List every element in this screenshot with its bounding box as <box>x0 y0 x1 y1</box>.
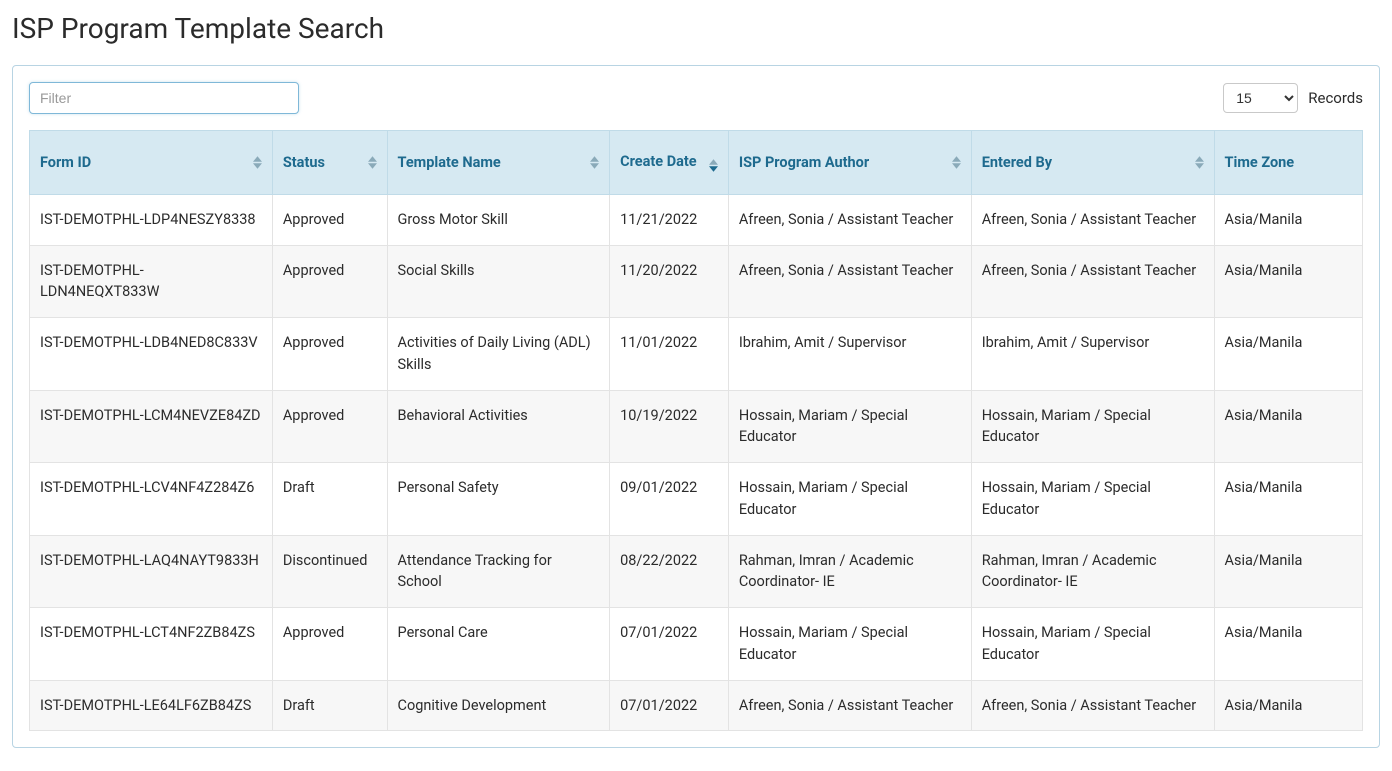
page-title: ISP Program Template Search <box>12 12 1380 45</box>
cell-form-id: IST-DEMOTPHL-LCT4NF2ZB84ZS <box>30 608 273 681</box>
sort-icon[interactable] <box>368 156 377 169</box>
cell-form-id: IST-DEMOTPHL-LCM4NEVZE84ZD <box>30 390 273 463</box>
cell-template-name: Activities of Daily Living (ADL) Skills <box>387 318 610 391</box>
cell-status: Discontinued <box>272 535 387 608</box>
cell-create-date: 11/21/2022 <box>610 194 729 245</box>
sort-icon[interactable] <box>253 156 262 169</box>
cell-form-id: IST-DEMOTPHL-LDN4NEQXT833W <box>30 245 273 318</box>
cell-status: Approved <box>272 390 387 463</box>
column-header-label: Create Date <box>620 153 703 172</box>
cell-form-id: IST-DEMOTPHL-LAQ4NAYT9833H <box>30 535 273 608</box>
cell-template-name: Cognitive Development <box>387 680 610 731</box>
table-row[interactable]: IST-DEMOTPHL-LDP4NESZY8338ApprovedGross … <box>30 194 1363 245</box>
column-header-label: Entered By <box>982 154 1189 171</box>
cell-create-date: 11/01/2022 <box>610 318 729 391</box>
cell-status: Draft <box>272 680 387 731</box>
cell-isp-author: Afreen, Sonia / Assistant Teacher <box>728 194 971 245</box>
column-header-label: ISP Program Author <box>739 154 946 171</box>
cell-form-id: IST-DEMOTPHL-LE64LF6ZB84ZS <box>30 680 273 731</box>
cell-time-zone: Asia/Manila <box>1214 194 1362 245</box>
cell-time-zone: Asia/Manila <box>1214 680 1362 731</box>
cell-entered-by: Hossain, Mariam / Special Educator <box>971 608 1214 681</box>
column-header-template-name[interactable]: Template Name <box>387 131 610 195</box>
records-select[interactable]: 152550100 <box>1223 83 1298 113</box>
cell-isp-author: Rahman, Imran / Academic Coordinator- IE <box>728 535 971 608</box>
cell-time-zone: Asia/Manila <box>1214 608 1362 681</box>
cell-create-date: 08/22/2022 <box>610 535 729 608</box>
cell-create-date: 10/19/2022 <box>610 390 729 463</box>
sort-icon[interactable] <box>952 156 961 169</box>
filter-input[interactable] <box>29 82 299 114</box>
cell-template-name: Gross Motor Skill <box>387 194 610 245</box>
cell-entered-by: Rahman, Imran / Academic Coordinator- IE <box>971 535 1214 608</box>
cell-status: Approved <box>272 608 387 681</box>
cell-template-name: Personal Safety <box>387 463 610 536</box>
cell-time-zone: Asia/Manila <box>1214 245 1362 318</box>
column-header-status[interactable]: Status <box>272 131 387 195</box>
cell-entered-by: Hossain, Mariam / Special Educator <box>971 463 1214 536</box>
cell-entered-by: Afreen, Sonia / Assistant Teacher <box>971 680 1214 731</box>
column-header-label: Time Zone <box>1225 154 1352 171</box>
cell-template-name: Social Skills <box>387 245 610 318</box>
cell-time-zone: Asia/Manila <box>1214 318 1362 391</box>
column-header-time-zone: Time Zone <box>1214 131 1362 195</box>
cell-time-zone: Asia/Manila <box>1214 463 1362 536</box>
cell-entered-by: Afreen, Sonia / Assistant Teacher <box>971 245 1214 318</box>
cell-isp-author: Afreen, Sonia / Assistant Teacher <box>728 245 971 318</box>
cell-form-id: IST-DEMOTPHL-LCV4NF4Z284Z6 <box>30 463 273 536</box>
cell-isp-author: Hossain, Mariam / Special Educator <box>728 390 971 463</box>
records-control: 152550100 Records <box>1223 83 1363 113</box>
cell-status: Draft <box>272 463 387 536</box>
column-header-label: Form ID <box>40 154 247 171</box>
table-row[interactable]: IST-DEMOTPHL-LAQ4NAYT9833HDiscontinuedAt… <box>30 535 1363 608</box>
column-header-label: Status <box>283 154 362 171</box>
cell-status: Approved <box>272 318 387 391</box>
toolbar: 152550100 Records <box>29 82 1363 114</box>
cell-form-id: IST-DEMOTPHL-LDB4NED8C833V <box>30 318 273 391</box>
table-row[interactable]: IST-DEMOTPHL-LCV4NF4Z284Z6DraftPersonal … <box>30 463 1363 536</box>
results-table: Form ID Status Template Name Create Date ISP… <box>29 130 1363 731</box>
cell-time-zone: Asia/Manila <box>1214 535 1362 608</box>
cell-create-date: 11/20/2022 <box>610 245 729 318</box>
cell-status: Approved <box>272 194 387 245</box>
table-row[interactable]: IST-DEMOTPHL-LE64LF6ZB84ZSDraftCognitive… <box>30 680 1363 731</box>
table-row[interactable]: IST-DEMOTPHL-LDB4NED8C833VApprovedActivi… <box>30 318 1363 391</box>
table-row[interactable]: IST-DEMOTPHL-LCM4NEVZE84ZDApprovedBehavi… <box>30 390 1363 463</box>
table-row[interactable]: IST-DEMOTPHL-LCT4NF2ZB84ZSApprovedPerson… <box>30 608 1363 681</box>
cell-time-zone: Asia/Manila <box>1214 390 1362 463</box>
cell-isp-author: Hossain, Mariam / Special Educator <box>728 608 971 681</box>
column-header-isp-author[interactable]: ISP Program Author <box>728 131 971 195</box>
cell-form-id: IST-DEMOTPHL-LDP4NESZY8338 <box>30 194 273 245</box>
column-header-label: Template Name <box>398 154 585 171</box>
sort-icon[interactable] <box>1195 156 1204 169</box>
cell-template-name: Personal Care <box>387 608 610 681</box>
cell-create-date: 07/01/2022 <box>610 680 729 731</box>
records-label: Records <box>1308 89 1363 107</box>
cell-isp-author: Afreen, Sonia / Assistant Teacher <box>728 680 971 731</box>
sort-icon[interactable] <box>590 156 599 169</box>
cell-template-name: Behavioral Activities <box>387 390 610 463</box>
column-header-form-id[interactable]: Form ID <box>30 131 273 195</box>
cell-entered-by: Hossain, Mariam / Special Educator <box>971 390 1214 463</box>
sort-icon[interactable] <box>709 159 718 172</box>
table-row[interactable]: IST-DEMOTPHL-LDN4NEQXT833WApprovedSocial… <box>30 245 1363 318</box>
column-header-entered-by[interactable]: Entered By <box>971 131 1214 195</box>
cell-status: Approved <box>272 245 387 318</box>
cell-isp-author: Ibrahim, Amit / Supervisor <box>728 318 971 391</box>
column-header-create-date[interactable]: Create Date <box>610 131 729 195</box>
cell-entered-by: Afreen, Sonia / Assistant Teacher <box>971 194 1214 245</box>
cell-entered-by: Ibrahim, Amit / Supervisor <box>971 318 1214 391</box>
search-panel: 152550100 Records Form ID Status Template … <box>12 65 1380 748</box>
cell-template-name: Attendance Tracking for School <box>387 535 610 608</box>
cell-create-date: 07/01/2022 <box>610 608 729 681</box>
cell-create-date: 09/01/2022 <box>610 463 729 536</box>
cell-isp-author: Hossain, Mariam / Special Educator <box>728 463 971 536</box>
